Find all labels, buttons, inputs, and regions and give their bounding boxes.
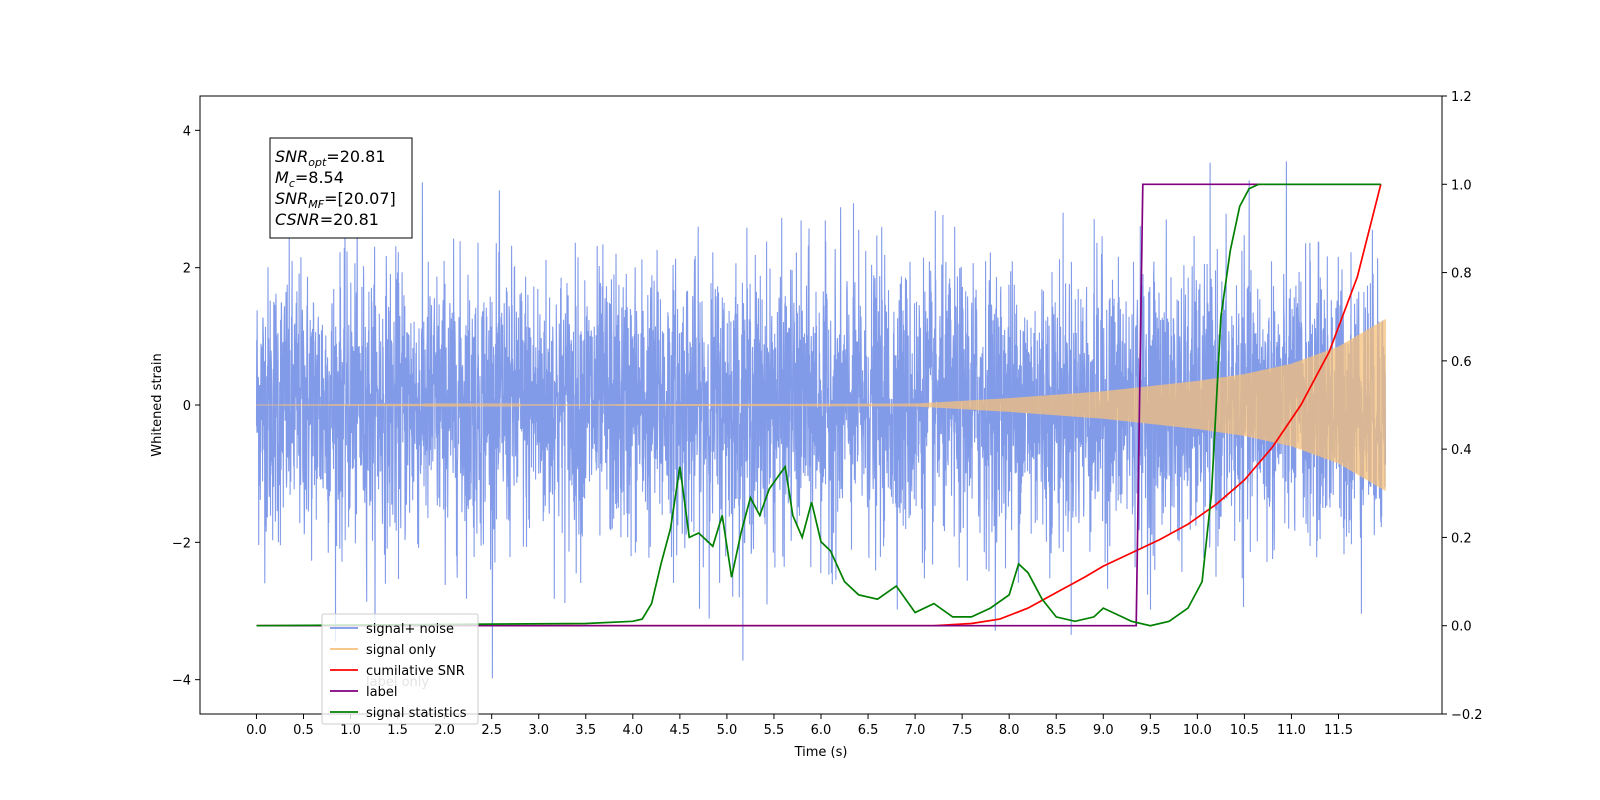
x-tick-label: 2.5 (481, 723, 502, 738)
stat-value: =[20.07] (324, 189, 396, 208)
legend-hidden-text: label only (366, 675, 429, 690)
stat-subscript: opt (308, 156, 327, 169)
y-right-tick-label: 0.8 (1451, 267, 1472, 282)
stat-symbol: SNR (275, 189, 308, 208)
legend: label only signal+ noise signal only cumila… (321, 613, 479, 725)
x-tick-label: 3.5 (575, 723, 596, 738)
x-axis: 0.0 0.5 1.0 1.5 2.0 2.5 3.0 3.5 4.0 4.5 5.0 5.5 6.0 6… (246, 714, 1353, 738)
y-axis-right: 1.2 1.0 0.8 0.6 0.4 0.2 0.0 −0.2 (1442, 90, 1483, 723)
stats-annotation-line: CSNR=20.81 (275, 210, 379, 229)
y-right-tick-label: 0.4 (1451, 443, 1472, 458)
y-axis-left: 4 2 0 −2 −4 (172, 124, 200, 689)
y-left-tick-label: 4 (183, 124, 191, 139)
y-left-tick-label: 0 (183, 399, 191, 414)
stat-value: =20.81 (320, 210, 379, 229)
x-tick-label: 7.0 (905, 723, 926, 738)
y-right-tick-label: 1.2 (1451, 90, 1472, 105)
series-cumilative-snr-line (256, 184, 1382, 627)
stats-annotation-line: SNRopt=20.81 (275, 147, 386, 169)
series-signal-noise-line (255, 161, 1387, 679)
stat-value: =20.81 (326, 147, 385, 166)
series-signal-only-line (256, 319, 1386, 491)
x-tick-label: 8.5 (1046, 723, 1067, 738)
stat-value: =8.54 (295, 168, 344, 187)
x-tick-label: 1.0 (340, 723, 361, 738)
y-left-tick-label: −2 (172, 536, 191, 551)
legend-label: cumilative SNR (366, 664, 465, 679)
x-tick-label: 6.0 (811, 723, 832, 738)
stat-subscript: c (289, 177, 295, 190)
x-tick-label: 9.0 (1093, 723, 1114, 738)
legend-label: signal+ noise (366, 622, 454, 637)
stat-symbol: CSNR (275, 210, 320, 229)
series-layer (255, 161, 1387, 679)
y-left-tick-label: −4 (172, 674, 191, 689)
legend-box (321, 613, 479, 725)
x-tick-label: 5.0 (717, 723, 738, 738)
stats-annotation: SNRopt=20.81Mc=8.54SNRMF=[20.07]CSNR=20.… (269, 137, 413, 239)
x-tick-label: 1.5 (387, 723, 408, 738)
x-tick-label: 9.5 (1140, 723, 1161, 738)
stat-subscript: MF (308, 198, 324, 211)
x-tick-label: 3.0 (528, 723, 549, 738)
x-tick-label: 4.0 (622, 723, 643, 738)
stats-annotation-line: Mc=8.54 (275, 168, 344, 190)
x-tick-label: 5.5 (764, 723, 785, 738)
series-signal-statistics-line (256, 183, 1381, 627)
x-axis-label: Time (s) (794, 745, 848, 760)
legend-label: signal statistics (366, 706, 467, 721)
x-tick-label: 10.0 (1183, 723, 1212, 738)
legend-label: signal only (366, 643, 436, 658)
x-tick-label: 10.5 (1230, 723, 1259, 738)
stats-annotation-line: SNRMF=[20.07] (275, 189, 396, 211)
x-tick-label: 8.0 (999, 723, 1020, 738)
stats-annotation-box (269, 137, 413, 239)
stat-symbol: M (275, 168, 289, 187)
y-right-tick-label: −0.2 (1451, 708, 1483, 723)
stat-symbol: SNR (275, 147, 308, 166)
y-right-tick-label: 1.0 (1451, 178, 1472, 193)
x-tick-label: 4.5 (670, 723, 691, 738)
legend-label: label (366, 685, 397, 700)
x-tick-label: 0.0 (246, 723, 267, 738)
y-right-tick-label: 0.6 (1451, 355, 1472, 370)
y-axis-label: Whitened strain (150, 353, 165, 456)
x-tick-label: 11.0 (1277, 723, 1306, 738)
x-tick-label: 2.0 (434, 723, 455, 738)
x-tick-label: 7.5 (952, 723, 973, 738)
y-left-tick-label: 2 (183, 262, 191, 277)
x-tick-label: 6.5 (858, 723, 879, 738)
x-tick-label: 0.5 (293, 723, 314, 738)
y-right-tick-label: 0.2 (1451, 531, 1472, 546)
y-right-tick-label: 0.0 (1451, 620, 1472, 635)
x-tick-label: 11.5 (1324, 723, 1353, 738)
